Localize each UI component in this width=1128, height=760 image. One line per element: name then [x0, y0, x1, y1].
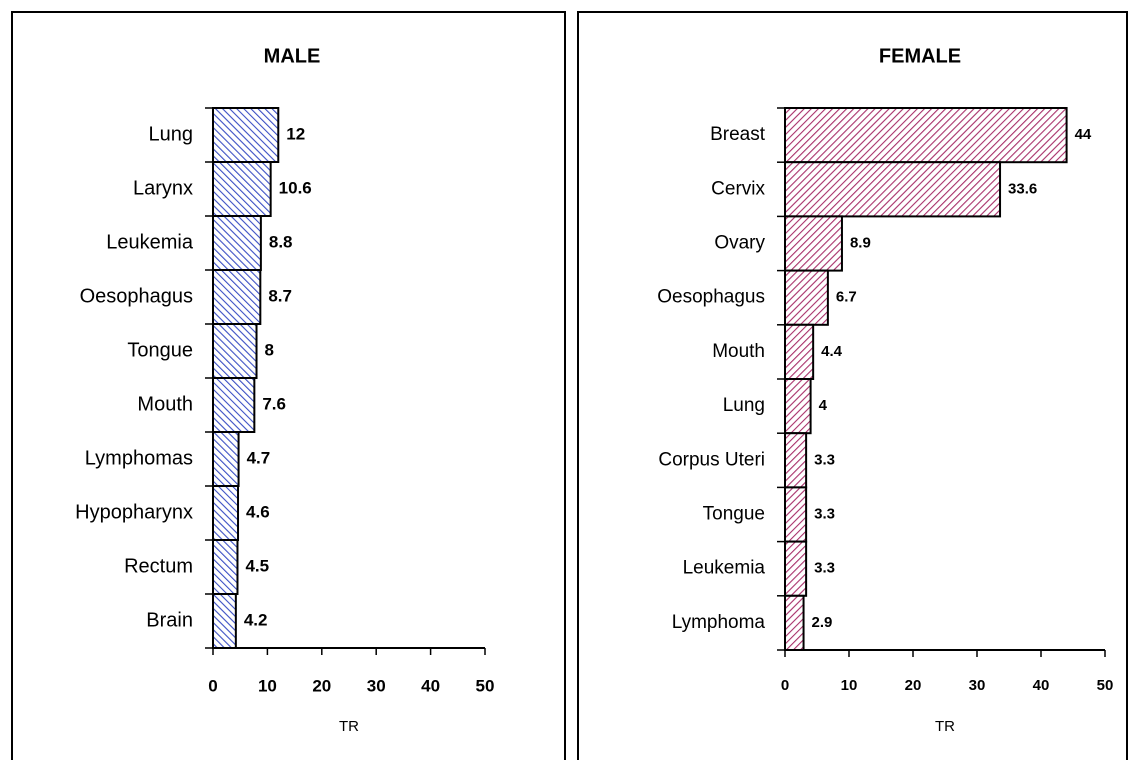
bar — [784, 161, 1002, 218]
category-label: Oesophagus — [80, 285, 193, 307]
bar — [212, 161, 272, 217]
bar — [784, 486, 808, 543]
bar — [212, 323, 258, 379]
category-label: Oesophagus — [657, 287, 765, 308]
category-label: Lymphomas — [85, 447, 193, 469]
category-label: Hypopharynx — [75, 501, 193, 523]
value-label: 3.3 — [814, 505, 835, 522]
category-label: Cervix — [711, 178, 765, 199]
bar — [784, 594, 805, 651]
bar — [212, 593, 237, 649]
bar — [784, 107, 1068, 164]
bar — [784, 378, 812, 435]
bar — [784, 215, 843, 272]
bar — [784, 323, 815, 380]
category-label: Mouth — [137, 393, 193, 415]
panel-border — [11, 11, 566, 760]
value-label: 4.7 — [247, 448, 271, 467]
value-label: 8.8 — [269, 232, 293, 251]
value-label: 3.3 — [814, 560, 835, 577]
value-label: 4.6 — [246, 502, 270, 521]
x-tick-label: 0 — [781, 677, 789, 694]
bar — [212, 215, 262, 271]
x-tick-label: 0 — [208, 676, 217, 695]
value-label: 10.6 — [279, 178, 312, 197]
value-label: 6.7 — [836, 289, 857, 306]
category-label: Rectum — [124, 555, 193, 577]
value-label: 8.7 — [268, 286, 292, 305]
bar — [212, 539, 239, 595]
x-axis-label: TR — [339, 718, 359, 735]
category-label: Larynx — [133, 177, 193, 199]
value-label: 4.4 — [821, 343, 843, 360]
category-label: Brain — [146, 609, 193, 631]
bar — [212, 431, 240, 487]
value-label: 3.3 — [814, 451, 835, 468]
x-tick-label: 10 — [841, 677, 858, 694]
value-label: 33.6 — [1008, 180, 1037, 197]
category-label: Corpus Uteri — [658, 449, 765, 470]
x-tick-label: 40 — [1033, 677, 1050, 694]
chart-title: MALE — [264, 45, 321, 67]
x-tick-label: 20 — [312, 676, 331, 695]
x-tick-label: 50 — [1097, 677, 1114, 694]
category-label: Ovary — [714, 233, 765, 254]
value-label: 2.9 — [812, 614, 833, 631]
bar — [212, 485, 240, 541]
x-tick-label: 30 — [367, 676, 386, 695]
category-label: Lymphoma — [672, 612, 766, 633]
value-label: 4.5 — [245, 556, 269, 575]
category-label: Lung — [723, 395, 765, 416]
category-label: Mouth — [712, 341, 765, 362]
bar — [784, 540, 808, 597]
x-axis-label: TR — [935, 718, 955, 735]
bar — [784, 269, 829, 326]
x-tick-label: 20 — [905, 677, 922, 694]
x-tick-label: 30 — [969, 677, 986, 694]
value-label: 7.6 — [262, 394, 286, 413]
value-label: 8 — [265, 340, 274, 359]
chart-title: FEMALE — [879, 45, 961, 67]
bar — [212, 377, 256, 433]
category-label: Lung — [149, 123, 194, 145]
category-label: Leukemia — [106, 231, 194, 253]
panel-border — [577, 11, 1128, 760]
bar — [212, 107, 280, 163]
x-tick-label: 40 — [421, 676, 440, 695]
value-label: 12 — [286, 124, 305, 143]
value-label: 8.9 — [850, 234, 871, 251]
category-label: Tongue — [703, 504, 765, 525]
value-label: 4 — [819, 397, 828, 414]
category-label: Tongue — [127, 339, 193, 361]
x-tick-label: 10 — [258, 676, 277, 695]
bar — [212, 269, 262, 325]
category-label: Breast — [710, 124, 766, 145]
value-label: 4.2 — [244, 610, 268, 629]
category-label: Leukemia — [683, 558, 766, 579]
bar — [784, 432, 808, 489]
value-label: 44 — [1075, 126, 1092, 143]
x-tick-label: 50 — [476, 676, 495, 695]
